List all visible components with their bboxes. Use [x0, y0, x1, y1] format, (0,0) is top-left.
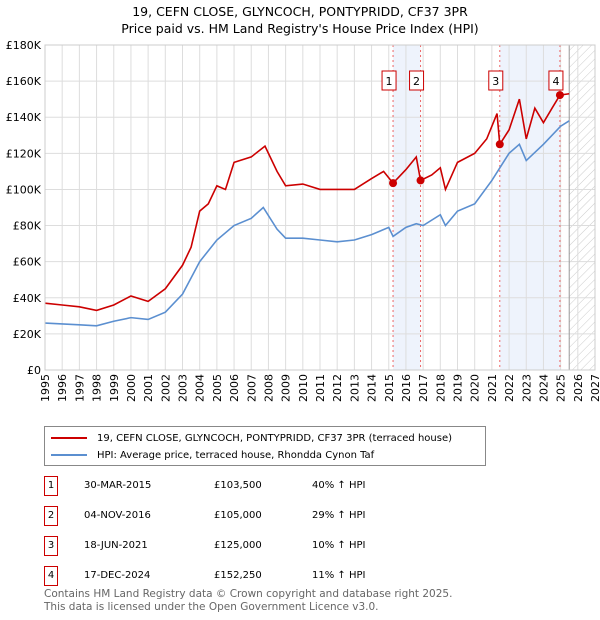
legend-line-property	[51, 437, 87, 439]
property-price-line	[44, 92, 570, 312]
sale-price: £152,250	[214, 570, 262, 581]
sale-marker	[389, 179, 398, 188]
x-tick-label: 2012	[331, 374, 344, 402]
shaded-period	[393, 45, 421, 370]
x-tick-label: 2010	[297, 374, 310, 402]
x-tick-label: 2005	[211, 374, 224, 402]
sale-number: 4	[44, 566, 58, 586]
plot-area: 1995 1996 1997 1998 1999 2000 2001 2002 2003 2004…	[6, 39, 600, 402]
x-tick-label: 1999	[108, 374, 121, 402]
sale-number: 2	[44, 506, 58, 526]
x-tick-label: 2004	[194, 374, 207, 402]
sale-label-box	[548, 70, 564, 91]
sale-date: 30-MAR-2015	[84, 480, 152, 491]
x-tick-label: 2002	[159, 374, 172, 402]
sale-date: 18-JUN-2021	[84, 540, 148, 551]
x-tick-label: 2017	[417, 374, 430, 402]
y-tick-label: £160K	[6, 75, 42, 88]
sale-label-box	[409, 70, 425, 91]
sale-date: 17-DEC-2024	[84, 570, 151, 581]
y-tick-label: £40K	[13, 292, 42, 305]
sale-price: £105,000	[214, 510, 262, 521]
sale-label: 2	[413, 75, 420, 88]
x-tick-label: 2006	[228, 374, 241, 402]
sale-hpi-change: 10% ↑ HPI	[312, 540, 366, 551]
sale-row: 2 04-NOV-2016 £105,000 29% ↑ HPI	[44, 506, 464, 526]
sale-date: 04-NOV-2016	[84, 510, 151, 521]
sale-number: 3	[44, 536, 58, 556]
legend: 19, CEFN CLOSE, GLYNCOCH, PONTYPRIDD, CF…	[44, 426, 486, 466]
x-tick-label: 1998	[91, 374, 104, 402]
sale-price: £125,000	[214, 540, 262, 551]
sale-label: 4	[552, 75, 559, 88]
footer-licence: This data is licensed under the Open Gov…	[44, 601, 379, 613]
x-tick-label: 2011	[314, 374, 327, 402]
y-tick-label: £120K	[6, 147, 42, 160]
x-tick-label: 2013	[348, 374, 361, 402]
y-tick-label: £20K	[13, 328, 42, 341]
sale-label-box	[488, 70, 504, 91]
forecast-hatch	[569, 45, 595, 370]
shaded-period	[499, 45, 560, 370]
legend-label-hpi: HPI: Average price, terraced house, Rhon…	[97, 449, 375, 461]
x-tick-label: 2003	[177, 374, 190, 402]
sale-hpi-change: 40% ↑ HPI	[312, 480, 366, 491]
y-tick-label: £80K	[13, 220, 42, 233]
x-tick-label: 2000	[125, 374, 138, 402]
x-tick-label: 2021	[486, 374, 499, 402]
legend-line-hpi	[51, 454, 87, 456]
x-tick-label: 2007	[245, 374, 258, 402]
x-tick-label: 2015	[383, 374, 396, 402]
x-tick-label: 2025	[555, 374, 568, 402]
x-tick-label: 2018	[434, 374, 447, 402]
x-tick-label: 2019	[452, 374, 465, 402]
footer: Contains HM Land Registry data © Crown c…	[44, 588, 452, 614]
footer-copyright: Contains HM Land Registry data © Crown c…	[44, 588, 453, 600]
x-tick-label: 2014	[366, 374, 379, 402]
x-tick-label: 2016	[400, 374, 413, 402]
y-tick-label: £140K	[6, 111, 42, 124]
plot-border	[44, 44, 596, 371]
sale-label: 1	[386, 75, 393, 88]
sale-row: 1 30-MAR-2015 £103,500 40% ↑ HPI	[44, 476, 464, 496]
x-tick-label: 2022	[503, 374, 516, 402]
chart-title: 19, CEFN CLOSE, GLYNCOCH, PONTYPRIDD, CF…	[132, 4, 468, 19]
x-tick-label: 2009	[280, 374, 293, 402]
sale-label: 3	[492, 75, 499, 88]
x-tick-label: 1995	[39, 374, 52, 402]
sale-row: 3 18-JUN-2021 £125,000 10% ↑ HPI	[44, 536, 464, 556]
y-tick-label: £60K	[13, 256, 42, 269]
x-tick-label: 2008	[262, 374, 275, 402]
x-tick-label: 2001	[142, 374, 155, 402]
x-tick-label: 2027	[589, 374, 600, 402]
hpi-line	[44, 120, 570, 327]
y-tick-label: £180K	[6, 39, 42, 52]
sale-hpi-change: 11% ↑ HPI	[312, 570, 366, 581]
sale-row: 4 17-DEC-2024 £152,250 11% ↑ HPI	[44, 566, 464, 586]
legend-label-property: 19, CEFN CLOSE, GLYNCOCH, PONTYPRIDD, CF…	[97, 432, 453, 444]
sale-marker	[416, 176, 425, 185]
x-tick-label: 1997	[73, 374, 86, 402]
x-tick-label: 2026	[572, 374, 585, 402]
y-tick-label: £100K	[6, 183, 42, 196]
sale-hpi-change: 29% ↑ HPI	[312, 510, 366, 521]
x-tick-label: 2023	[520, 374, 533, 402]
sale-marker	[555, 91, 564, 100]
sale-number: 1	[44, 476, 58, 496]
sale-label-box	[381, 70, 397, 91]
x-tick-label: 1996	[56, 374, 69, 402]
chart-subtitle: Price paid vs. HM Land Registry's House …	[121, 21, 479, 36]
x-tick-label: 2020	[469, 374, 482, 402]
x-tick-label: 2024	[537, 374, 550, 402]
sale-price: £103,500	[214, 480, 262, 491]
sale-marker	[495, 140, 504, 149]
y-tick-label: £0	[27, 364, 41, 377]
